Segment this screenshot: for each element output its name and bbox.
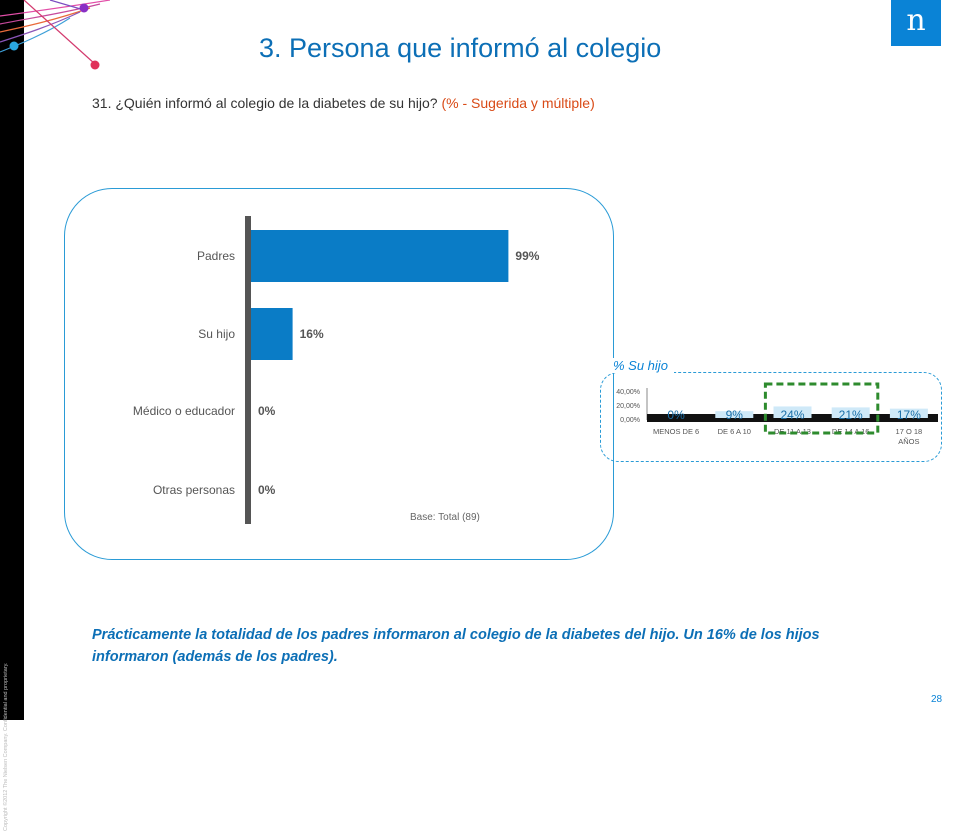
- sub-value-label-1: 9%: [726, 408, 744, 422]
- sub-bar-3: [831, 407, 870, 418]
- category-label-1: Su hijo: [198, 327, 235, 341]
- page-title: 3. Persona que informó al colegio: [259, 33, 662, 63]
- base-note: Base: Total (89): [410, 512, 480, 523]
- bar-1: [251, 308, 293, 360]
- sub-y-tick-1: 20,00%: [616, 403, 640, 410]
- decor-dot-blue: [9, 41, 19, 51]
- value-label-0: 99%: [515, 249, 539, 263]
- sub-chart-title: % Su hijo: [607, 358, 674, 373]
- age-bar-chart: 40,00% 20,00% 0,00% 0% MENOS DE 6 9% DE 6 A 10…: [616, 382, 938, 446]
- copyright-text: Copyright ©2012 The Nielsen Company. Con…: [3, 662, 9, 831]
- sub-y-tick-0: 40,00%: [616, 389, 640, 396]
- question-label: 31. ¿Quién informó al colegio de la diab…: [92, 95, 442, 111]
- bar-0: [251, 230, 509, 282]
- value-label-2: 0%: [258, 404, 276, 418]
- page-number: 28: [931, 694, 943, 705]
- conclusion-text: Prácticamente la totalidad de los padres…: [92, 627, 820, 665]
- highlight-box: [763, 382, 880, 435]
- sub-category-label-1: DE 6 A 10: [718, 427, 751, 436]
- sub-bar-2: [773, 406, 812, 418]
- value-label-3: 0%: [258, 483, 276, 497]
- category-label-3: Otras personas: [153, 483, 235, 497]
- y-axis-line: [245, 216, 251, 524]
- decorative-network-graphic: [0, 0, 110, 70]
- decor-dot-red: [90, 60, 100, 70]
- sub-chart-panel: [600, 372, 942, 462]
- category-label-2: Médico o educador: [133, 404, 235, 418]
- sub-bar-4: [889, 408, 928, 418]
- sub-value-label-4: 17%: [897, 408, 921, 422]
- question-note: (% - Sugerida y múltiple): [441, 95, 595, 111]
- category-label-0: Padres: [197, 249, 235, 263]
- brand-logo: n: [891, 0, 941, 46]
- sub-bar-1: [715, 411, 754, 418]
- left-brand-bar: [0, 0, 24, 720]
- main-bar-chart: Padres 99% Su hijo 16% Médico o educador 0% Ot…: [133, 216, 540, 524]
- sub-value-label-3: 21%: [839, 408, 863, 422]
- sub-category-label-0: MENOS DE 6: [653, 427, 699, 436]
- question-text: 31. ¿Quién informó al colegio de la diab…: [92, 95, 595, 111]
- sub-y-tick-2: 0,00%: [620, 417, 640, 424]
- sub-value-label-0: 0%: [667, 408, 685, 422]
- value-label-1: 16%: [300, 327, 324, 341]
- decor-dot-purple: [79, 3, 89, 13]
- sub-category-label-4: 17 O 18 AÑOS: [896, 427, 923, 446]
- sub-value-label-2: 24%: [780, 408, 804, 422]
